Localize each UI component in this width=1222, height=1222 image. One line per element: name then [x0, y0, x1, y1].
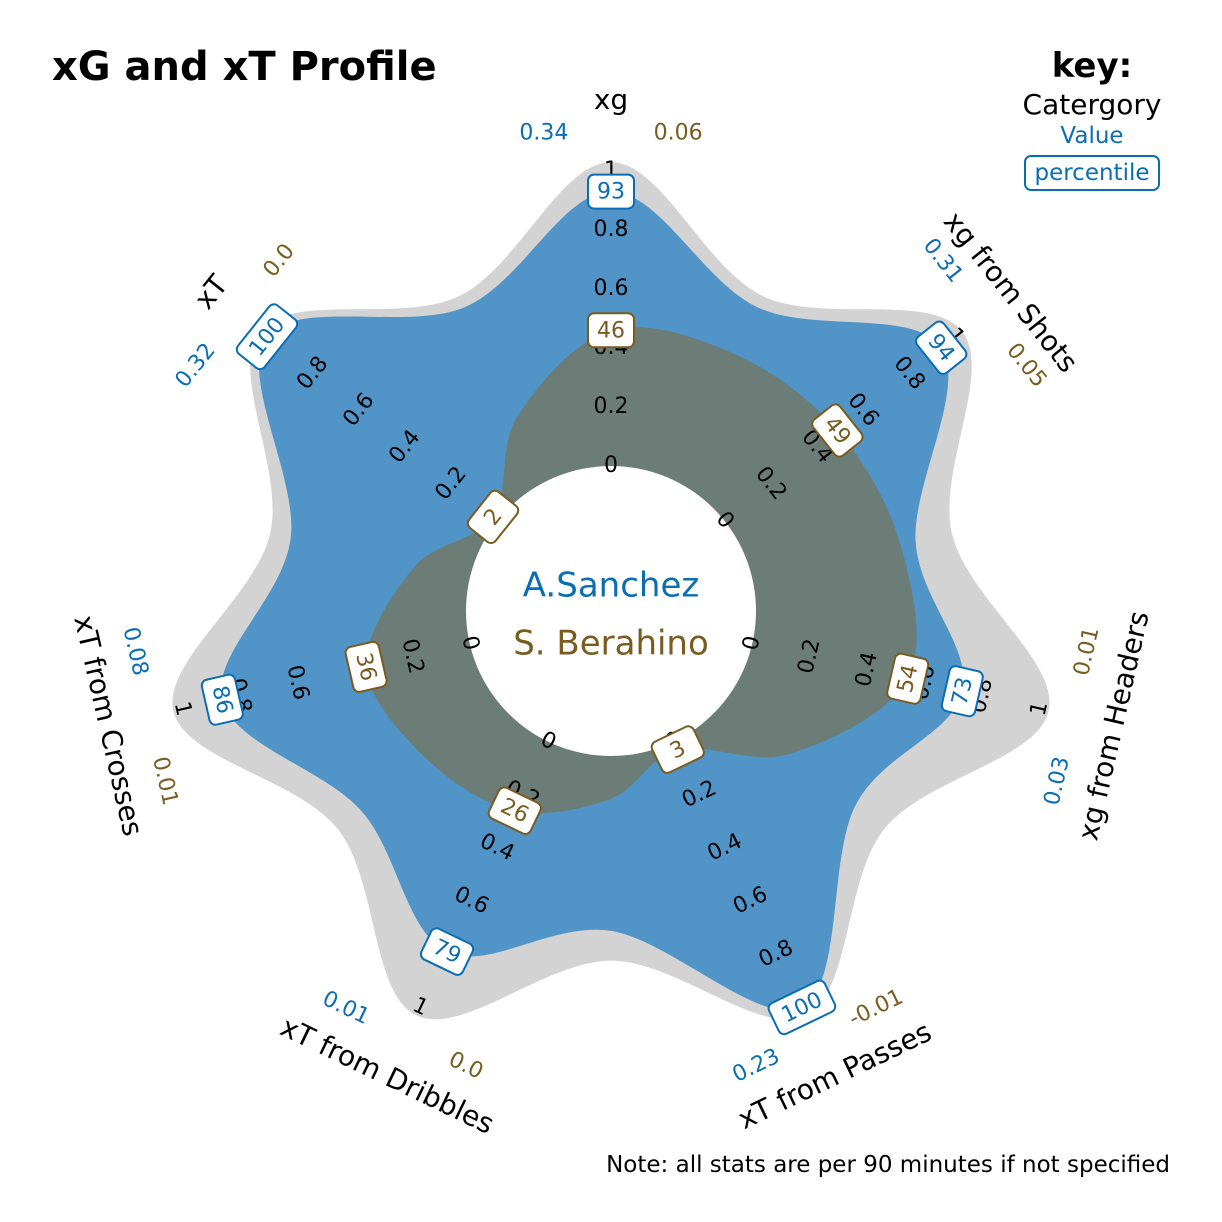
- category-value-series-1: 0.34: [519, 121, 568, 146]
- axis-tick-label: 1: [1026, 699, 1053, 718]
- footnote: Note: all stats are per 90 minutes if no…: [606, 1152, 1170, 1178]
- key-category-label: Catergory: [1022, 88, 1162, 121]
- category-value-series-2: 0.06: [654, 121, 703, 146]
- category-value-series-2: 0.0: [259, 239, 300, 282]
- category-value-series-2: 0.0: [445, 1047, 487, 1085]
- percentile-badge-box: [344, 640, 388, 693]
- center-name-series-2: S. Berahino: [513, 624, 709, 664]
- percentile-badge-box: [915, 320, 968, 375]
- category-value-series-1: 0.08: [118, 625, 153, 678]
- percentile-badge-box: [200, 673, 244, 726]
- center-name-series-1: A.Sanchez: [523, 566, 699, 606]
- category-value-series-2: 0.01: [147, 754, 182, 807]
- percentile-badge-text: 46: [597, 318, 625, 343]
- category-value-series-1: 0.01: [318, 986, 373, 1030]
- percentile-badge-series-1: 86: [200, 673, 244, 726]
- percentile-badge-series-2: 2: [466, 489, 520, 545]
- percentile-badge-series-2: 54: [886, 652, 930, 705]
- category-value-series-2: -0.01: [845, 985, 907, 1032]
- percentile-badge-series-1: 94: [915, 320, 968, 375]
- percentile-badge-series-1: 79: [419, 927, 475, 976]
- percentile-badge-text: 86: [207, 683, 238, 716]
- center-hole: [466, 466, 756, 756]
- key-title: key:: [1051, 46, 1133, 86]
- axis-tick-label: 0: [604, 453, 618, 478]
- percentile-badge-series-2: 3: [650, 725, 705, 774]
- chart-title: xG and xT Profile: [52, 44, 437, 90]
- key-value-label: Value: [1060, 123, 1124, 149]
- percentile-badge-text: 36: [350, 651, 381, 684]
- percentile-badge-series-1: 73: [940, 665, 984, 718]
- percentile-badge-box: [811, 403, 864, 458]
- percentile-badge-box: [886, 652, 930, 705]
- percentile-badge-box: [587, 173, 635, 210]
- category-label: xT: [188, 268, 235, 316]
- percentile-badge-series-1: 93: [587, 173, 635, 210]
- percentile-badge-series-2: 26: [487, 786, 542, 835]
- percentile-badge-text: 73: [947, 675, 978, 708]
- axis-tick-label: 0: [456, 634, 483, 653]
- category-value-series-1: 0.32: [171, 339, 221, 393]
- percentile-badge-series-2: 49: [811, 403, 864, 458]
- axis-tick-label: 1: [169, 699, 196, 718]
- category-value-series-1: 0.23: [729, 1044, 784, 1088]
- percentile-badge-box: [767, 979, 837, 1036]
- axis-tick-label: 0.6: [594, 276, 629, 301]
- key-percentile-badge: percentile: [1024, 155, 1160, 191]
- percentile-badge-box: [466, 489, 520, 545]
- axis-tick-label: 0.8: [594, 217, 629, 242]
- legend-key: key: Catergory Value percentile: [992, 46, 1192, 191]
- percentile-badge-box: [235, 303, 299, 371]
- percentile-badge-box: [419, 927, 475, 976]
- category-label: xg: [594, 83, 628, 116]
- percentile-badge-series-2: 46: [587, 312, 635, 349]
- percentile-badge-series-2: 36: [344, 640, 388, 693]
- category-value-series-2: 0.01: [1069, 625, 1104, 678]
- axis-tick-label: 0.2: [594, 394, 629, 419]
- percentile-badge-text: 54: [893, 662, 924, 695]
- axis-tick-label: 0: [738, 634, 765, 653]
- percentile-badge-box: [650, 725, 705, 774]
- percentile-badge-box: [940, 665, 984, 718]
- category-value-series-1: 0.03: [1040, 754, 1075, 807]
- percentile-badge-box: [587, 312, 635, 349]
- percentile-badge-box: [487, 786, 542, 835]
- percentile-badge-text: 93: [597, 180, 625, 205]
